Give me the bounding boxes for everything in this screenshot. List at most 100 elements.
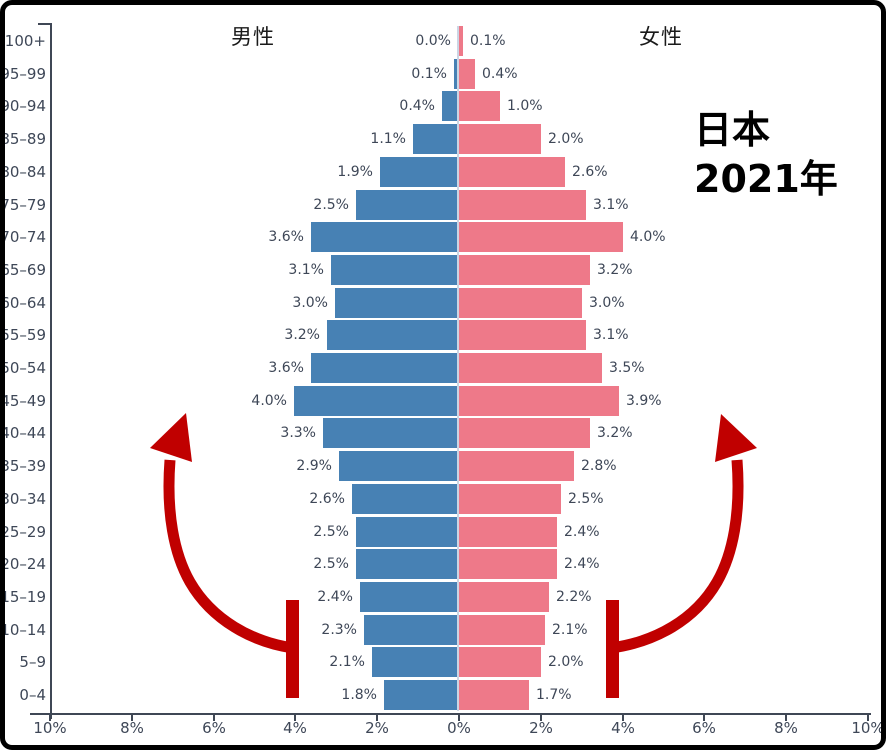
age-group-label: 40–44 bbox=[0, 424, 46, 443]
male-bar bbox=[356, 189, 458, 220]
age-group-label: 95–99 bbox=[0, 64, 46, 83]
x-axis-tick bbox=[49, 713, 51, 721]
male-bar bbox=[384, 680, 458, 710]
male-value-label: 4.0% bbox=[251, 392, 287, 409]
left-trend-arrow bbox=[150, 413, 299, 698]
male-bar bbox=[311, 353, 458, 383]
x-axis-tick-label: 8% bbox=[774, 719, 798, 737]
center-divider-line bbox=[457, 26, 459, 711]
age-group-label: 65–69 bbox=[0, 260, 46, 279]
female-value-label: 2.2% bbox=[556, 588, 592, 605]
female-value-label: 3.2% bbox=[597, 425, 633, 442]
male-bar bbox=[454, 58, 458, 89]
age-group-label: 80–84 bbox=[0, 162, 46, 181]
male-value-label: 1.1% bbox=[370, 131, 406, 148]
male-bar bbox=[372, 647, 458, 678]
age-group-label: 30–34 bbox=[0, 489, 46, 508]
female-bar bbox=[459, 647, 541, 678]
male-value-label: 2.3% bbox=[321, 621, 357, 638]
female-value-label: 2.4% bbox=[564, 523, 600, 540]
female-bar bbox=[459, 451, 574, 482]
male-bar bbox=[380, 156, 458, 187]
age-group-label: 25–29 bbox=[0, 522, 46, 541]
age-group-label: 55–59 bbox=[0, 326, 46, 345]
x-axis-tick-label: 4% bbox=[283, 719, 307, 737]
male-value-label: 3.3% bbox=[280, 425, 316, 442]
male-bar bbox=[442, 91, 458, 122]
female-bar bbox=[459, 26, 463, 56]
female-value-label: 2.0% bbox=[548, 131, 584, 148]
age-group-label: 75–79 bbox=[0, 195, 46, 214]
female-bar bbox=[459, 91, 500, 122]
x-axis-tick-label: 2% bbox=[365, 719, 389, 737]
male-bar bbox=[352, 483, 458, 514]
female-bar bbox=[459, 254, 590, 285]
female-value-label: 2.6% bbox=[572, 163, 608, 180]
right-trend-arrow bbox=[606, 414, 757, 698]
age-group-label: 70–74 bbox=[0, 228, 46, 247]
male-value-label: 2.5% bbox=[313, 196, 349, 213]
male-value-label: 3.6% bbox=[268, 229, 304, 246]
male-bar bbox=[364, 614, 458, 645]
male-series-header: 男性 bbox=[231, 25, 275, 49]
age-group-label: 60–64 bbox=[0, 293, 46, 312]
male-value-label: 1.9% bbox=[337, 163, 373, 180]
y-axis-top-tick bbox=[38, 23, 52, 25]
male-value-label: 3.6% bbox=[268, 360, 304, 376]
x-axis-tick bbox=[213, 713, 215, 721]
female-bar bbox=[459, 287, 582, 318]
male-bar bbox=[356, 549, 458, 580]
x-axis-tick-label: 6% bbox=[692, 719, 716, 737]
x-axis-line bbox=[30, 713, 871, 715]
male-value-label: 0.4% bbox=[399, 98, 435, 115]
age-group-label: 85–89 bbox=[0, 130, 46, 149]
age-group-label: 5–9 bbox=[19, 653, 46, 672]
female-value-label: 0.1% bbox=[470, 33, 506, 49]
female-bar bbox=[459, 189, 586, 220]
x-axis-tick bbox=[785, 713, 787, 721]
x-axis-tick bbox=[540, 713, 542, 721]
y-axis-line bbox=[50, 23, 52, 719]
male-bar bbox=[335, 287, 458, 318]
male-bar bbox=[360, 581, 458, 612]
female-value-label: 3.9% bbox=[626, 392, 662, 409]
female-value-label: 1.7% bbox=[536, 687, 572, 703]
male-bar bbox=[331, 254, 458, 285]
female-value-label: 1.0% bbox=[507, 98, 543, 115]
age-group-label: 15–19 bbox=[0, 587, 46, 606]
female-value-label: 4.0% bbox=[630, 229, 666, 246]
male-bar bbox=[327, 320, 458, 351]
male-value-label: 3.0% bbox=[292, 294, 328, 311]
male-bar bbox=[339, 451, 458, 482]
age-group-label: 20–24 bbox=[0, 555, 46, 574]
male-value-label: 3.2% bbox=[284, 327, 320, 344]
x-axis-tick-label: 8% bbox=[120, 719, 144, 737]
x-axis-tick bbox=[622, 713, 624, 721]
female-bar bbox=[459, 124, 541, 155]
female-value-label: 3.2% bbox=[597, 261, 633, 278]
male-value-label: 2.5% bbox=[313, 523, 349, 540]
female-value-label: 3.5% bbox=[609, 360, 645, 376]
x-axis-tick bbox=[867, 713, 869, 721]
female-value-label: 2.8% bbox=[581, 458, 617, 475]
age-group-label: 10–14 bbox=[0, 620, 46, 639]
male-bar bbox=[323, 418, 458, 449]
female-series-header: 女性 bbox=[639, 25, 683, 49]
x-axis-tick-label: 10% bbox=[851, 719, 885, 737]
female-bar bbox=[459, 614, 545, 645]
male-value-label: 0.0% bbox=[415, 33, 451, 49]
male-value-label: 2.9% bbox=[296, 458, 332, 475]
male-value-label: 2.1% bbox=[329, 654, 365, 671]
female-bar bbox=[459, 222, 623, 253]
female-bar bbox=[459, 156, 565, 187]
x-axis-tick-label: 0% bbox=[447, 719, 471, 737]
female-bar bbox=[459, 58, 475, 89]
male-bar bbox=[413, 124, 458, 155]
male-value-label: 1.8% bbox=[341, 687, 377, 703]
female-value-label: 2.4% bbox=[564, 556, 600, 573]
age-group-label: 50–54 bbox=[0, 359, 46, 377]
x-axis-tick-label: 4% bbox=[611, 719, 635, 737]
age-group-label: 35–39 bbox=[0, 457, 46, 476]
female-bar bbox=[459, 483, 561, 514]
female-value-label: 3.1% bbox=[593, 327, 629, 344]
